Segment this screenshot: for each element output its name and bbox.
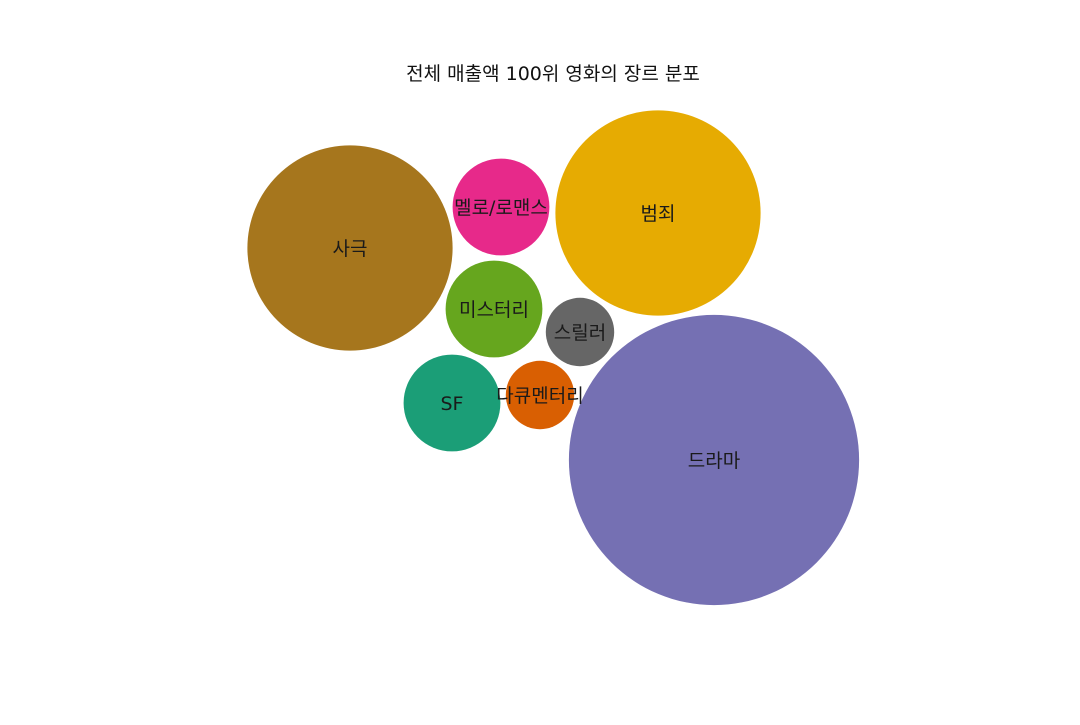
bubble-label-6: 다큐멘터리 [496,385,583,407]
bubble-label-7: 드라마 [688,450,740,472]
bubble-0 [247,145,453,351]
bubble-label-1: 멜로/로맨스 [454,197,548,219]
bubble-4 [545,297,615,367]
bubble-label-3: 미스터리 [459,299,529,321]
bubble-6 [505,360,575,430]
bubble-2 [555,110,761,316]
bubble-label-0: 사극 [333,238,368,260]
chart-title: 전체 매출액 100위 영화의 장르 분포 [406,63,700,85]
bubble-label-2: 범죄 [641,203,676,225]
bubble-3 [445,260,543,358]
bubble-5 [403,354,501,452]
bubble-1 [452,158,550,256]
bubble-label-4: 스릴러 [554,322,606,344]
bubble-label-5: SF [441,393,464,415]
bubble-7 [568,314,860,606]
